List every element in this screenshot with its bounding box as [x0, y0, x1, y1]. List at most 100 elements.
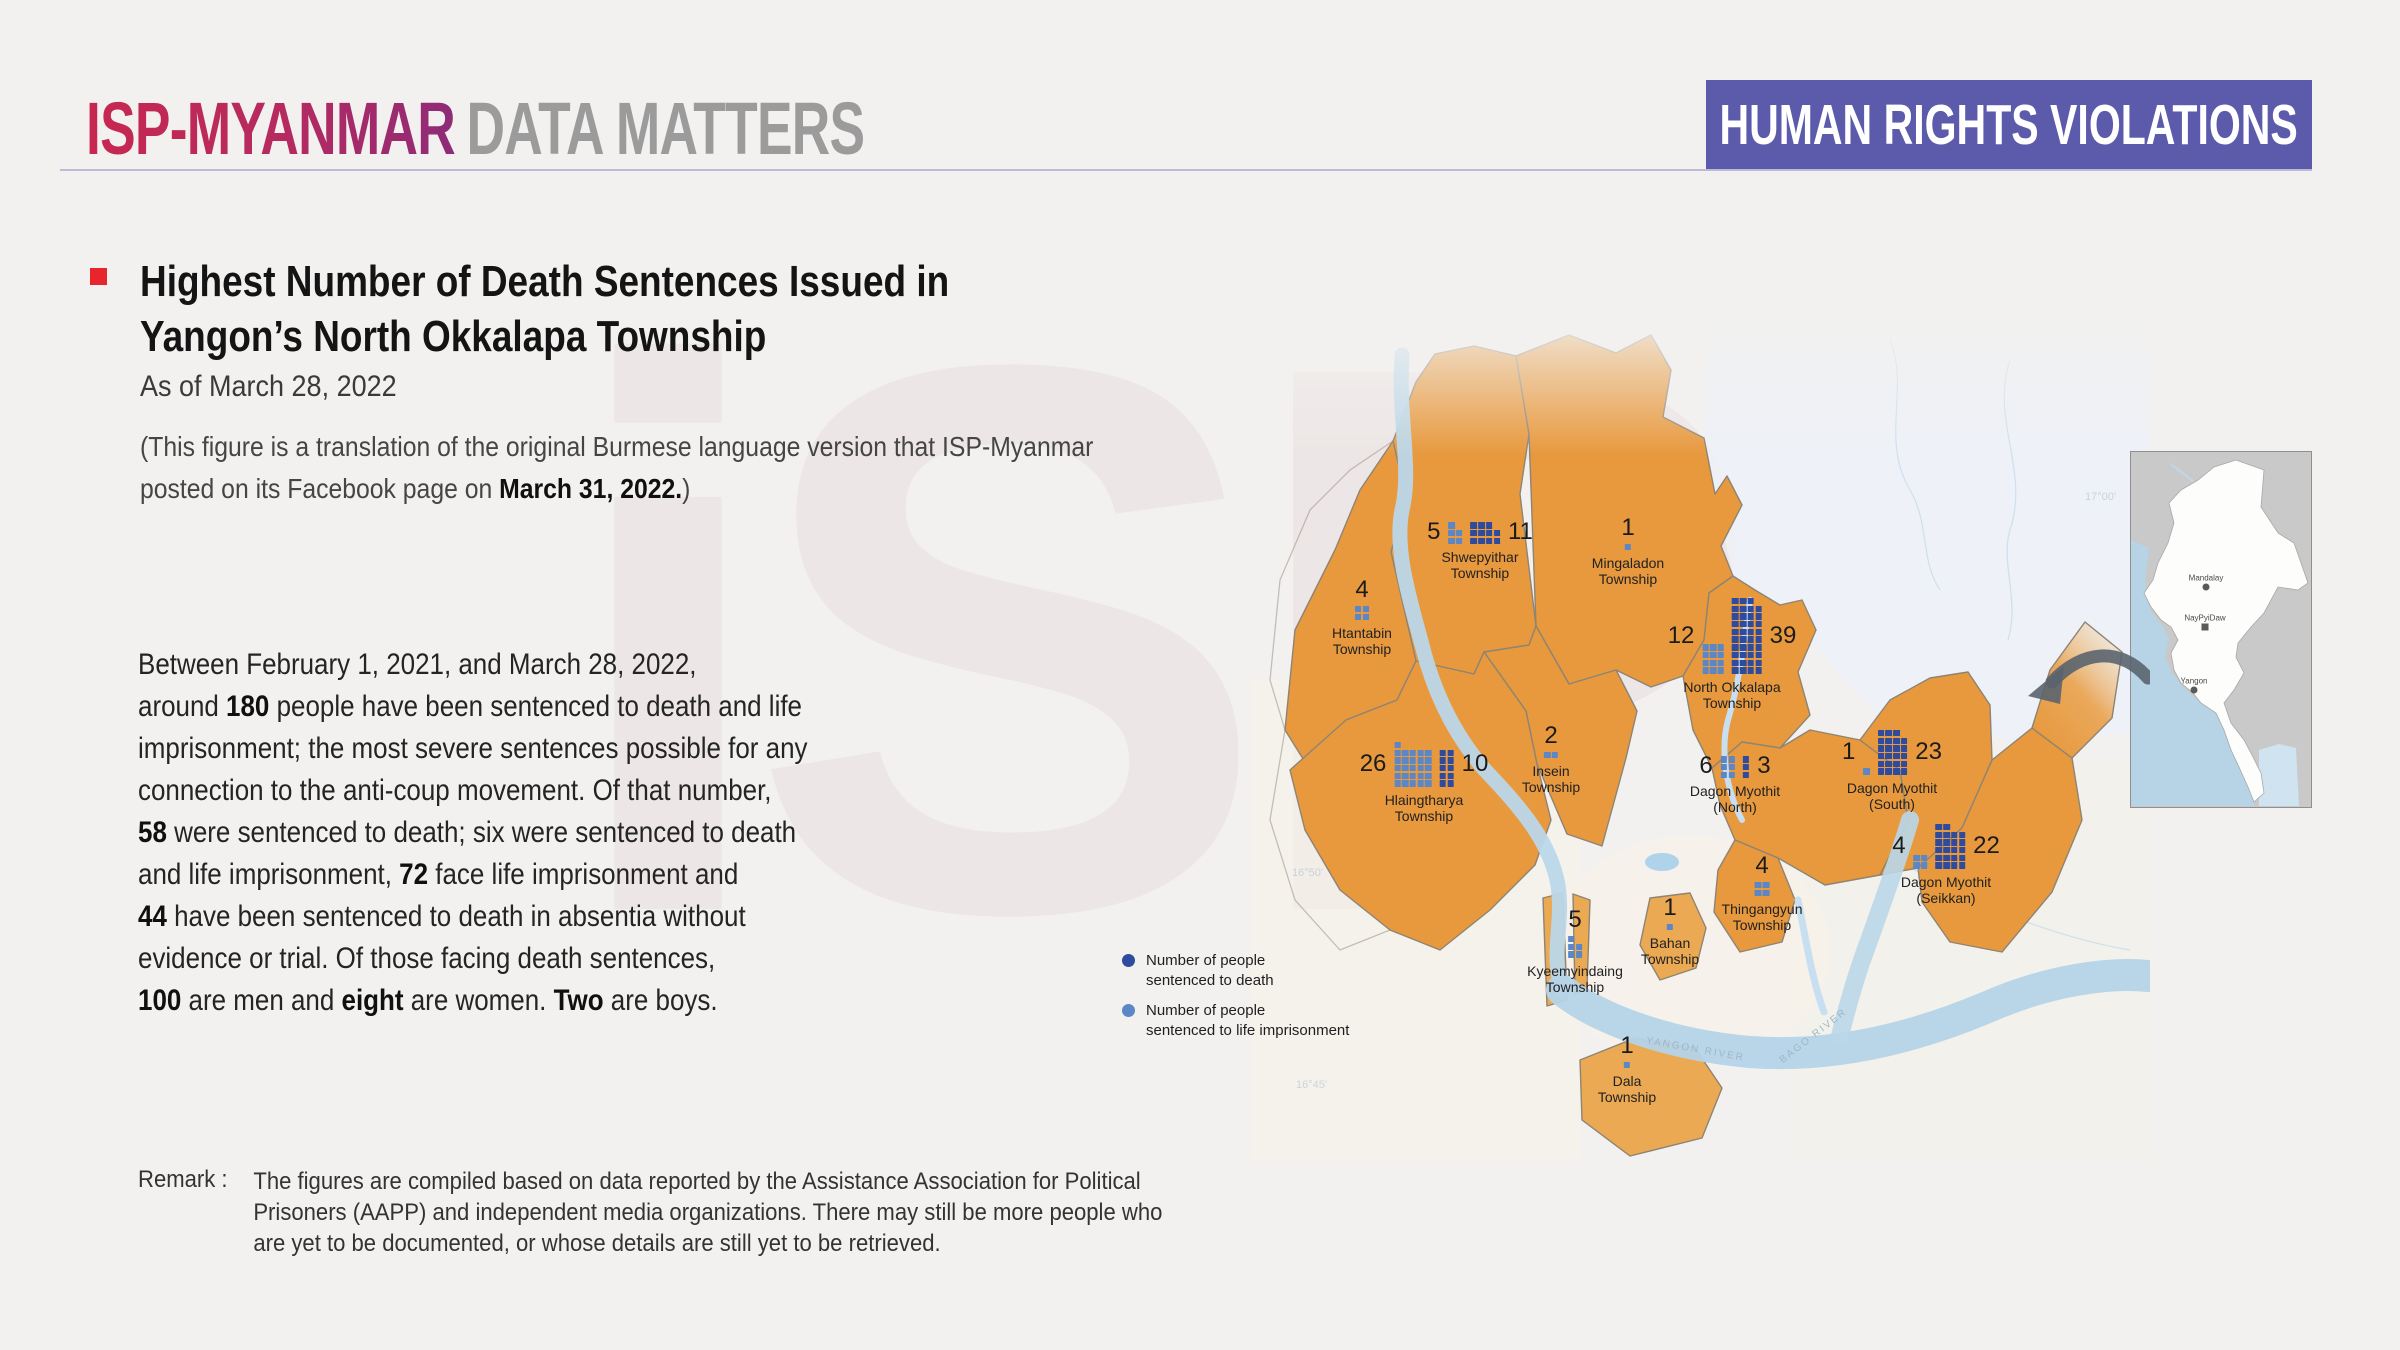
- person-square-icon: [1425, 749, 1432, 757]
- person-square-icon: [1720, 756, 1728, 763]
- person-square-icon: [1470, 537, 1477, 544]
- person-square-icon: [1456, 537, 1463, 544]
- title-bullet-icon: [90, 268, 107, 285]
- township-marker: 26 10 Hlaingtharya Township: [1359, 742, 1488, 824]
- township-label: Shwepyithar Township: [1441, 549, 1519, 581]
- person-square-icon: [1893, 768, 1900, 775]
- death-waffle: [1470, 522, 1500, 544]
- township-shape-bahan: [1639, 892, 1707, 981]
- life-count: 26: [1359, 750, 1387, 778]
- yangon-river: [1546, 959, 2150, 1070]
- person-square-icon: [1710, 667, 1717, 674]
- person-square-icon: [1402, 780, 1409, 787]
- person-square-icon: [1478, 529, 1485, 537]
- person-square-icon: [1935, 824, 1943, 831]
- township-label: Insein Township: [1521, 763, 1581, 796]
- person-square-icon: [1448, 529, 1455, 537]
- person-square-icon: [1943, 847, 1950, 854]
- category-banner: HUMAN RIGHTS VIOLATIONS: [1706, 80, 2312, 169]
- person-square-icon: [1447, 757, 1454, 764]
- person-square-icon: [1885, 737, 1892, 745]
- person-square-icon: [1885, 730, 1892, 737]
- person-square-icon: [1447, 772, 1454, 780]
- person-square-icon: [1717, 651, 1725, 659]
- person-square-icon: [1447, 780, 1454, 787]
- person-square-icon: [1739, 621, 1747, 628]
- life-waffle: [1720, 756, 1735, 778]
- person-square-icon: [1900, 737, 1908, 745]
- township-marker: 4 22 Dagon Myothit (Seikkan): [1892, 824, 2000, 906]
- inset-svg: Mandalay NayPyiDaw Yangon: [2131, 452, 2310, 806]
- township-label: Dala Township: [1597, 1073, 1657, 1106]
- person-square-icon: [1543, 752, 1551, 759]
- life-waffle: [1448, 522, 1463, 544]
- death-waffle: [1877, 730, 1908, 775]
- inset-pointer-arrow: [2028, 649, 2150, 704]
- person-square-icon: [1739, 628, 1747, 636]
- person-square-icon: [1943, 831, 1950, 839]
- person-square-icon: [1402, 772, 1409, 780]
- person-square-icon: [1409, 772, 1417, 780]
- person-square-icon: [1747, 667, 1754, 674]
- death-waffle: [1742, 756, 1750, 778]
- person-square-icon: [1958, 847, 1966, 854]
- person-square-icon: [1742, 771, 1750, 778]
- person-square-icon: [1402, 749, 1409, 757]
- person-square-icon: [1943, 862, 1950, 869]
- person-square-icon: [1710, 644, 1717, 651]
- person-square-icon: [1935, 847, 1943, 854]
- person-square-icon: [1485, 537, 1493, 544]
- person-square-icon: [1485, 522, 1493, 529]
- death-count: 22: [1973, 832, 2000, 860]
- death-count: 3: [1757, 752, 1771, 779]
- person-square-icon: [1567, 951, 1575, 958]
- person-square-icon: [1439, 780, 1446, 787]
- brand-logo: ISP-MYANMAR DATA MATTERS: [86, 86, 1167, 171]
- life-waffle: [1666, 924, 1674, 931]
- person-square-icon: [1747, 636, 1754, 643]
- summary-paragraph: Between February 1, 2021, and March 28, …: [138, 648, 808, 1017]
- person-square-icon: [1943, 854, 1950, 862]
- city-marker-icon: [2190, 686, 2198, 694]
- life-waffle: [1394, 742, 1432, 787]
- person-square-icon: [1717, 659, 1725, 666]
- person-square-icon: [1742, 763, 1750, 771]
- person-square-icon: [1710, 659, 1717, 666]
- person-square-icon: [1747, 598, 1754, 605]
- township-marker: 4 Htantabin Township: [1332, 578, 1392, 658]
- person-square-icon: [1394, 749, 1401, 757]
- remark-text: The figures are compiled based on data r…: [253, 1168, 1163, 1257]
- person-square-icon: [1739, 636, 1747, 643]
- person-square-icon: [1362, 613, 1370, 621]
- person-square-icon: [1739, 659, 1747, 666]
- person-square-icon: [1732, 605, 1739, 613]
- person-square-icon: [1900, 753, 1908, 760]
- township-marker: 1 23 Dagon Myothit (South): [1842, 730, 1942, 812]
- person-square-icon: [1567, 943, 1575, 951]
- person-square-icon: [1409, 780, 1417, 787]
- township-label: Mingaladon Township: [1591, 555, 1665, 588]
- person-square-icon: [1624, 544, 1632, 551]
- person-square-icon: [1951, 862, 1958, 869]
- inset-sea: [2131, 540, 2255, 806]
- township-shape-hlaingtharya: [1289, 651, 1552, 951]
- legend-item: Number of people sentenced to life impris…: [1122, 1001, 1349, 1040]
- city-label: Mandalay: [2189, 574, 2224, 583]
- township-label: Thingangyun Township: [1721, 901, 1803, 934]
- death-waffle: [1935, 824, 1966, 869]
- life-waffle: [1624, 544, 1632, 551]
- death-count: 39: [1769, 621, 1797, 649]
- person-square-icon: [1732, 644, 1739, 651]
- person-square-icon: [1755, 636, 1762, 643]
- person-square-icon: [1943, 839, 1950, 846]
- person-square-icon: [1447, 765, 1454, 772]
- person-square-icon: [1702, 659, 1709, 666]
- person-square-icon: [1448, 537, 1455, 544]
- remark-block: Remark : The figures are compiled based …: [138, 1166, 1162, 1259]
- person-square-icon: [1394, 780, 1401, 787]
- person-square-icon: [1755, 605, 1762, 613]
- person-square-icon: [1755, 644, 1762, 651]
- township-label: Bahan Township: [1640, 935, 1700, 968]
- person-square-icon: [1893, 753, 1900, 760]
- person-square-icon: [1739, 651, 1747, 659]
